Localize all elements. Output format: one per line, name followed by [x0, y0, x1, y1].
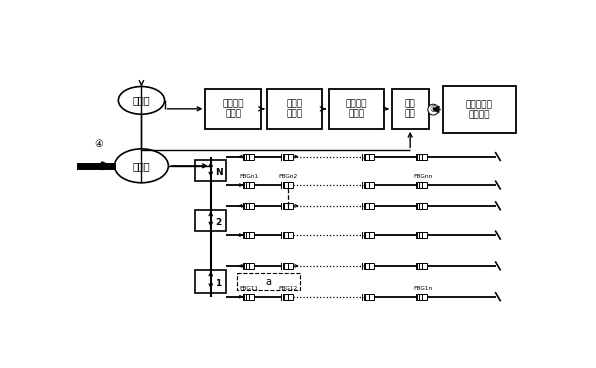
- Text: 解调
模块: 解调 模块: [405, 99, 415, 118]
- Text: FBGnn: FBGnn: [413, 174, 432, 179]
- Bar: [442, 86, 516, 134]
- Bar: [195, 160, 226, 181]
- Bar: [206, 89, 261, 129]
- Text: 光功率探
测模块: 光功率探 测模块: [346, 99, 367, 118]
- Bar: [195, 270, 226, 293]
- Bar: [417, 294, 427, 300]
- Text: FBG11: FBG11: [240, 286, 259, 291]
- Bar: [417, 263, 427, 269]
- Text: 1: 1: [215, 279, 222, 288]
- Bar: [417, 232, 427, 238]
- Bar: [364, 203, 374, 209]
- Text: ⑤: ⑤: [429, 105, 437, 114]
- Bar: [283, 203, 293, 209]
- Bar: [283, 182, 293, 188]
- Bar: [328, 89, 384, 129]
- Text: 上位机分析
监测模块: 上位机分析 监测模块: [465, 100, 492, 119]
- Bar: [417, 203, 427, 209]
- Bar: [392, 89, 429, 129]
- Bar: [195, 210, 226, 231]
- Text: FBG12: FBG12: [278, 286, 297, 291]
- Bar: [244, 182, 254, 188]
- Bar: [417, 182, 427, 188]
- Text: 气体探
测模块: 气体探 测模块: [287, 99, 303, 118]
- Bar: [283, 263, 293, 269]
- Bar: [417, 153, 427, 160]
- Text: N: N: [215, 167, 222, 177]
- Bar: [364, 232, 374, 238]
- Bar: [244, 263, 254, 269]
- Text: 2: 2: [215, 217, 222, 227]
- Text: FBG1n: FBG1n: [413, 286, 432, 291]
- Bar: [244, 294, 254, 300]
- Bar: [364, 153, 374, 160]
- Bar: [283, 232, 293, 238]
- Bar: [283, 153, 293, 160]
- Bar: [364, 182, 374, 188]
- Bar: [283, 294, 293, 300]
- Bar: [244, 203, 254, 209]
- Text: a: a: [265, 277, 272, 287]
- Text: ④: ④: [95, 139, 104, 149]
- Bar: [244, 153, 254, 160]
- Bar: [267, 89, 322, 129]
- Text: 光功率探
测模块: 光功率探 测模块: [222, 99, 244, 118]
- Text: FBGn2: FBGn2: [278, 174, 297, 179]
- Text: FBGn1: FBGn1: [240, 174, 259, 179]
- Bar: [244, 232, 254, 238]
- Text: 分光计: 分光计: [133, 95, 150, 105]
- Bar: [237, 273, 300, 290]
- Bar: [364, 294, 374, 300]
- Bar: [364, 263, 374, 269]
- Text: 环形器: 环形器: [133, 161, 150, 171]
